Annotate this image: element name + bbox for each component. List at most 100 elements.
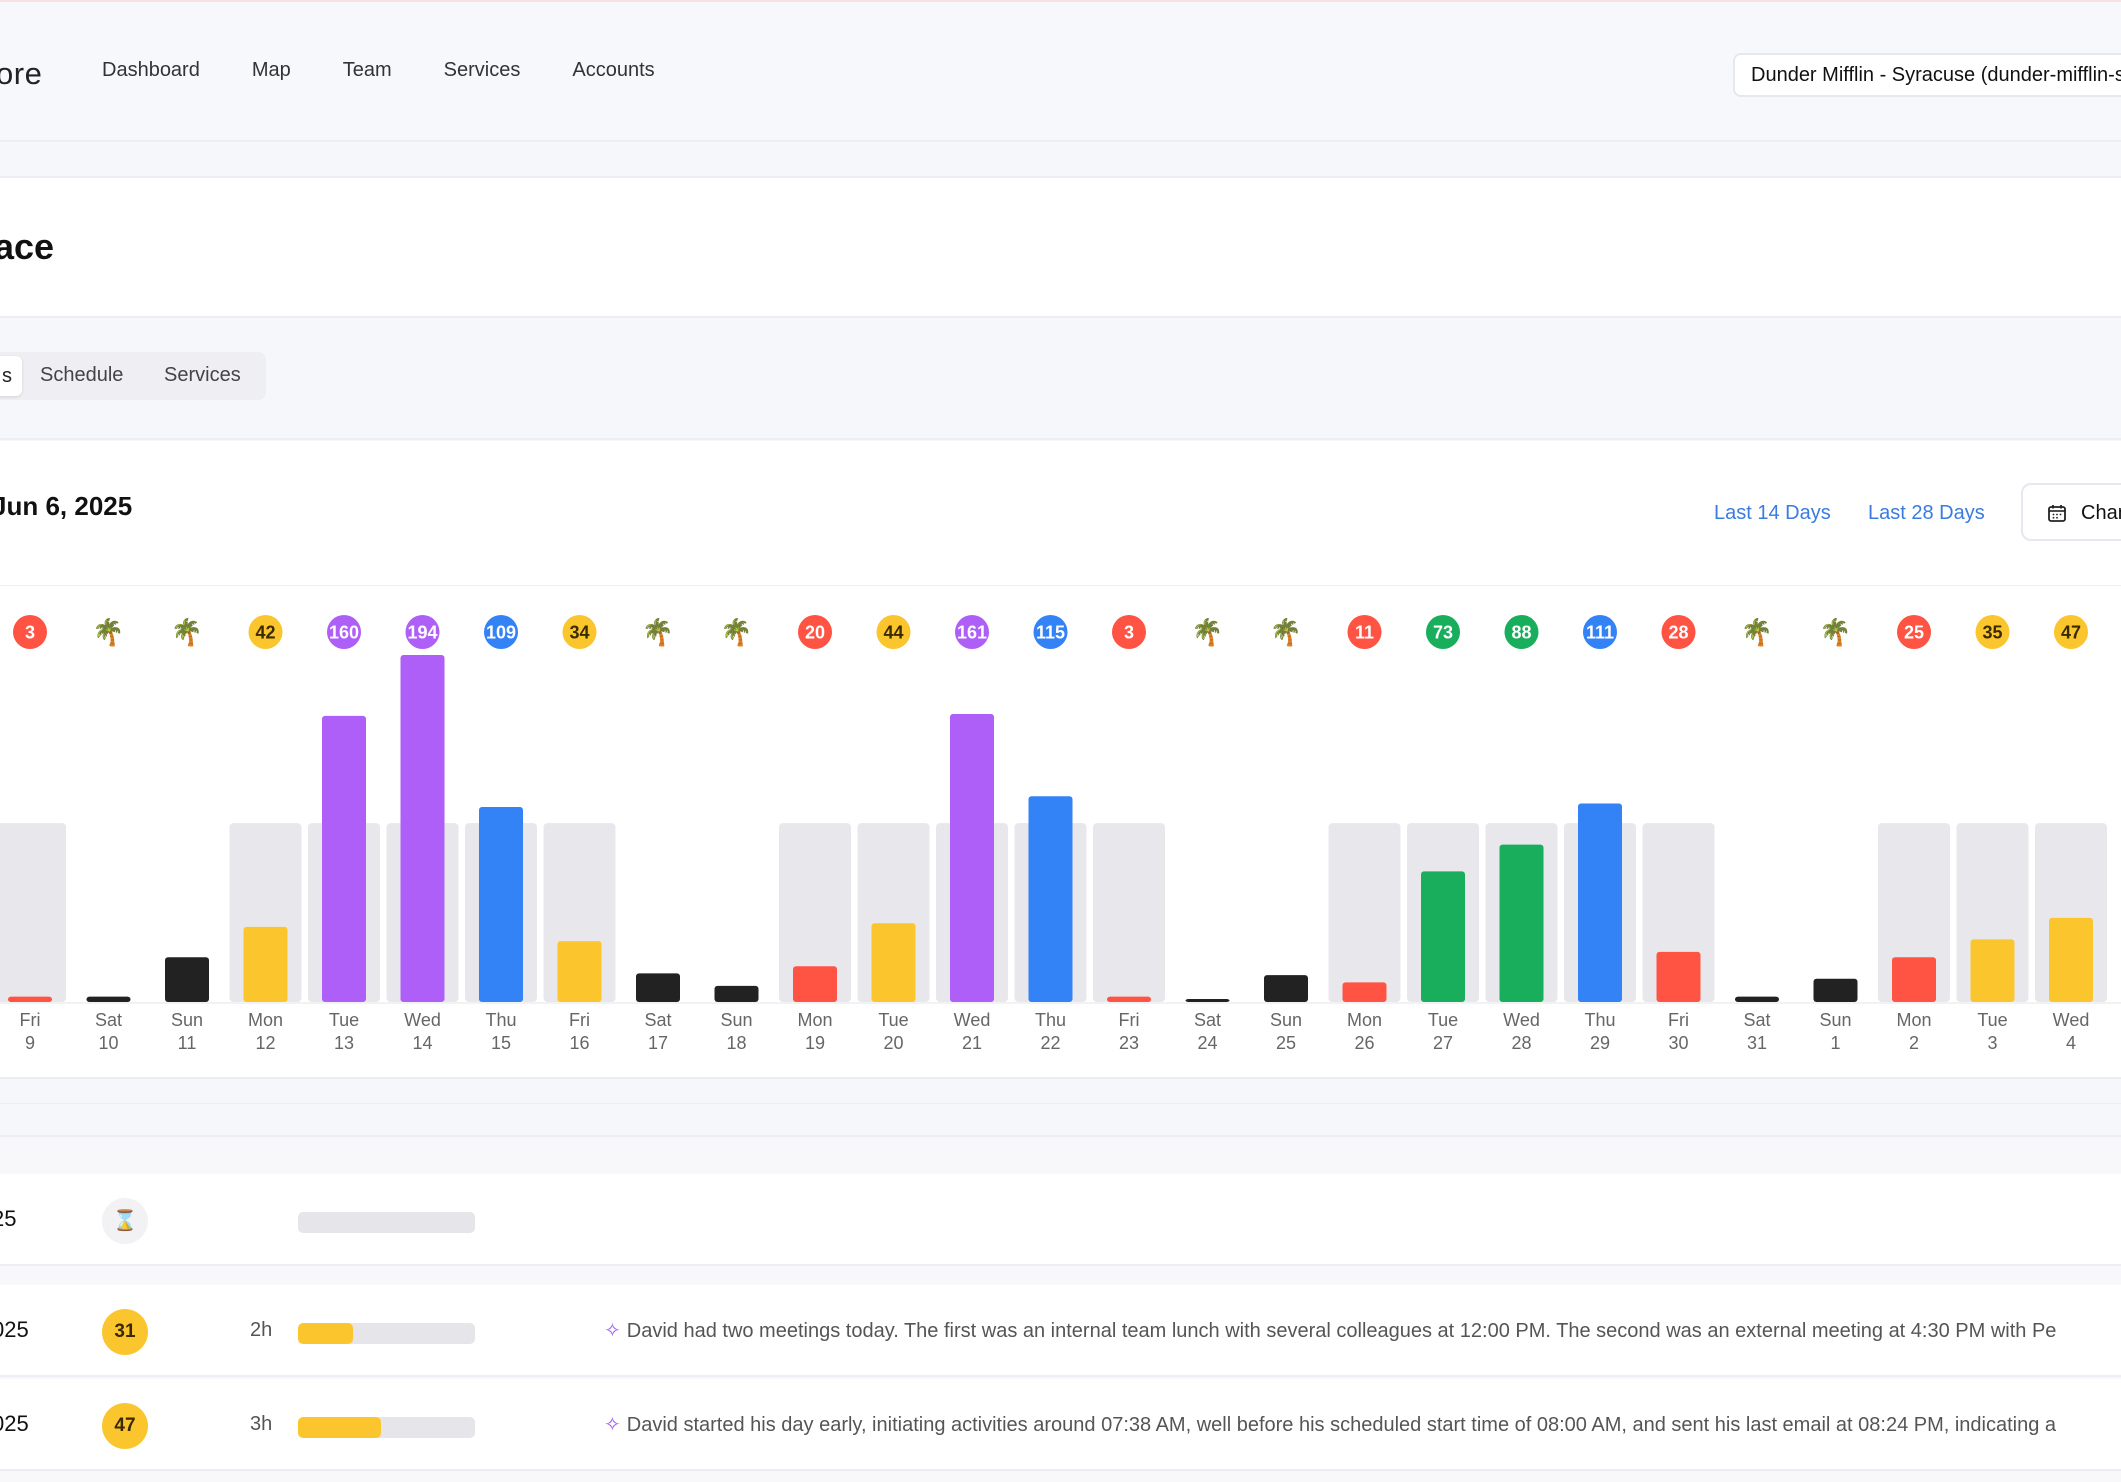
row-date: 025 [0,1317,29,1342]
score-badge: 47 [102,1403,148,1449]
x-tick-date: 16 [569,1033,589,1053]
badge-value: 3 [1124,623,1134,643]
x-tick-weekday: Wed [2053,1010,2090,1030]
x-tick-weekday: Sun [720,1010,752,1030]
x-tick-weekday: Tue [878,1010,908,1030]
badge-value: 11 [1355,623,1374,643]
bar [1735,996,1779,1002]
x-tick-date: 17 [648,1033,668,1053]
nav-link-team[interactable]: Team [342,59,392,81]
badge-value: 73 [1433,623,1453,643]
table-row[interactable]: 025 31 2h ✧David had two meetings today.… [0,1285,2121,1377]
bar [400,655,445,1002]
tab-schedule[interactable]: Schedule [40,364,124,386]
badge-value: 161 [957,623,987,643]
bar [950,714,994,1002]
bar-track [1093,823,1165,1002]
x-tick-weekday: Mon [248,1010,283,1030]
bar [1185,999,1230,1002]
tab-services[interactable]: Services [164,364,241,386]
x-tick-date: 31 [1747,1033,1767,1053]
date-range-title: Jun 6, 2025 [0,491,132,522]
tab-active[interactable]: s [0,356,22,396]
palm-tree-icon: 🌴 [720,617,752,648]
change-dates-button[interactable]: Change Dates [2021,483,2121,541]
page-title: ace [0,226,55,267]
x-tick-weekday: Sat [644,1010,671,1030]
ai-summary: ✧ David started his day early, initiating… [604,1412,2056,1437]
activity-chart-card: Jun 6, 2025 Last 14 Days Last 28 Days Ch… [0,441,2121,1079]
bar [1264,975,1308,1002]
bar [243,926,288,1002]
palm-tree-icon: 🌴 [171,617,203,648]
progress-fill [298,1417,382,1438]
row-date: 25 [0,1206,17,1231]
x-tick-weekday: Sun [1270,1010,1302,1030]
nav-link-dashboard[interactable]: Dashboard [102,59,200,81]
x-tick-date: 14 [412,1033,432,1053]
x-tick-weekday: Thu [485,1010,516,1030]
x-tick-date: 24 [1197,1033,1217,1053]
x-tick-date: 25 [1276,1033,1296,1053]
badge-value: 20 [805,623,825,643]
last-14-days-link[interactable]: Last 14 Days [1714,502,1831,524]
magic-wand-icon: ✧ [604,1414,621,1436]
badge-value: 88 [1511,623,1531,643]
score-badge: 31 [102,1309,148,1355]
x-tick-date: 23 [1119,1033,1139,1053]
organization-select[interactable]: Dunder Mifflin - Syracuse (dunder-miffli… [1733,53,2121,97]
table-row[interactable]: 025 47 3h ✧David started his day early, … [0,1379,2121,1471]
palm-tree-icon: 🌴 [1819,617,1851,648]
page-header: ace [0,178,2121,318]
bar [8,996,52,1002]
nav-link-services[interactable]: Services [443,59,521,81]
x-tick-date: 22 [1040,1033,1060,1053]
table-row[interactable]: 25 ⌛ [0,1174,2121,1266]
x-tick-date: 13 [334,1033,354,1053]
x-tick-date: 1 [1830,1033,1840,1053]
brand-logo[interactable]: ore [0,56,43,91]
badge-circle [484,615,518,649]
bar [479,807,523,1002]
x-tick-date: 19 [805,1033,825,1053]
bar-track [0,823,66,1002]
hourglass-icon: ⌛ [102,1198,148,1244]
bar [1499,844,1544,1002]
bar [1107,996,1151,1002]
ai-summary-text: David started his day early, initiating … [626,1414,2057,1436]
x-tick-date: 10 [98,1033,118,1053]
x-tick-weekday: Thu [1584,1010,1615,1030]
x-tick-weekday: Wed [404,1010,441,1030]
bar [322,715,366,1002]
x-tick-date: 11 [178,1033,197,1053]
magic-wand-icon: ✧ [604,1320,621,1342]
x-tick-weekday: Sat [1743,1010,1770,1030]
x-tick-weekday: Tue [329,1010,359,1030]
progress-bar [298,1323,475,1344]
bar [1028,796,1073,1002]
last-28-days-link[interactable]: Last 28 Days [1868,502,1985,524]
x-tick-weekday: Sun [171,1010,203,1030]
badge-value: 111 [1586,623,1614,643]
nav-link-accounts[interactable]: Accounts [572,59,655,81]
nav-link-map[interactable]: Map [251,59,291,81]
badge-value: 42 [255,623,275,643]
x-tick-weekday: Sat [1194,1010,1221,1030]
badge-value: 44 [883,623,903,643]
bar [557,941,602,1002]
x-tick-date: 12 [255,1033,275,1053]
badge-value: 25 [1904,623,1924,643]
bar [1656,951,1701,1002]
x-tick-weekday: Tue [1428,1010,1458,1030]
subheader-band [0,144,2121,178]
bar [1970,939,2015,1002]
calendar-icon [2048,505,2066,522]
x-tick-weekday: Tue [1977,1010,2007,1030]
bar [2049,917,2093,1002]
bar [636,973,680,1002]
badge-circle [1504,615,1539,649]
palm-tree-icon: 🌴 [1741,617,1773,648]
badge-circle [1897,615,1931,649]
badge-circle [248,615,283,649]
list-header-band [0,1081,2121,1137]
